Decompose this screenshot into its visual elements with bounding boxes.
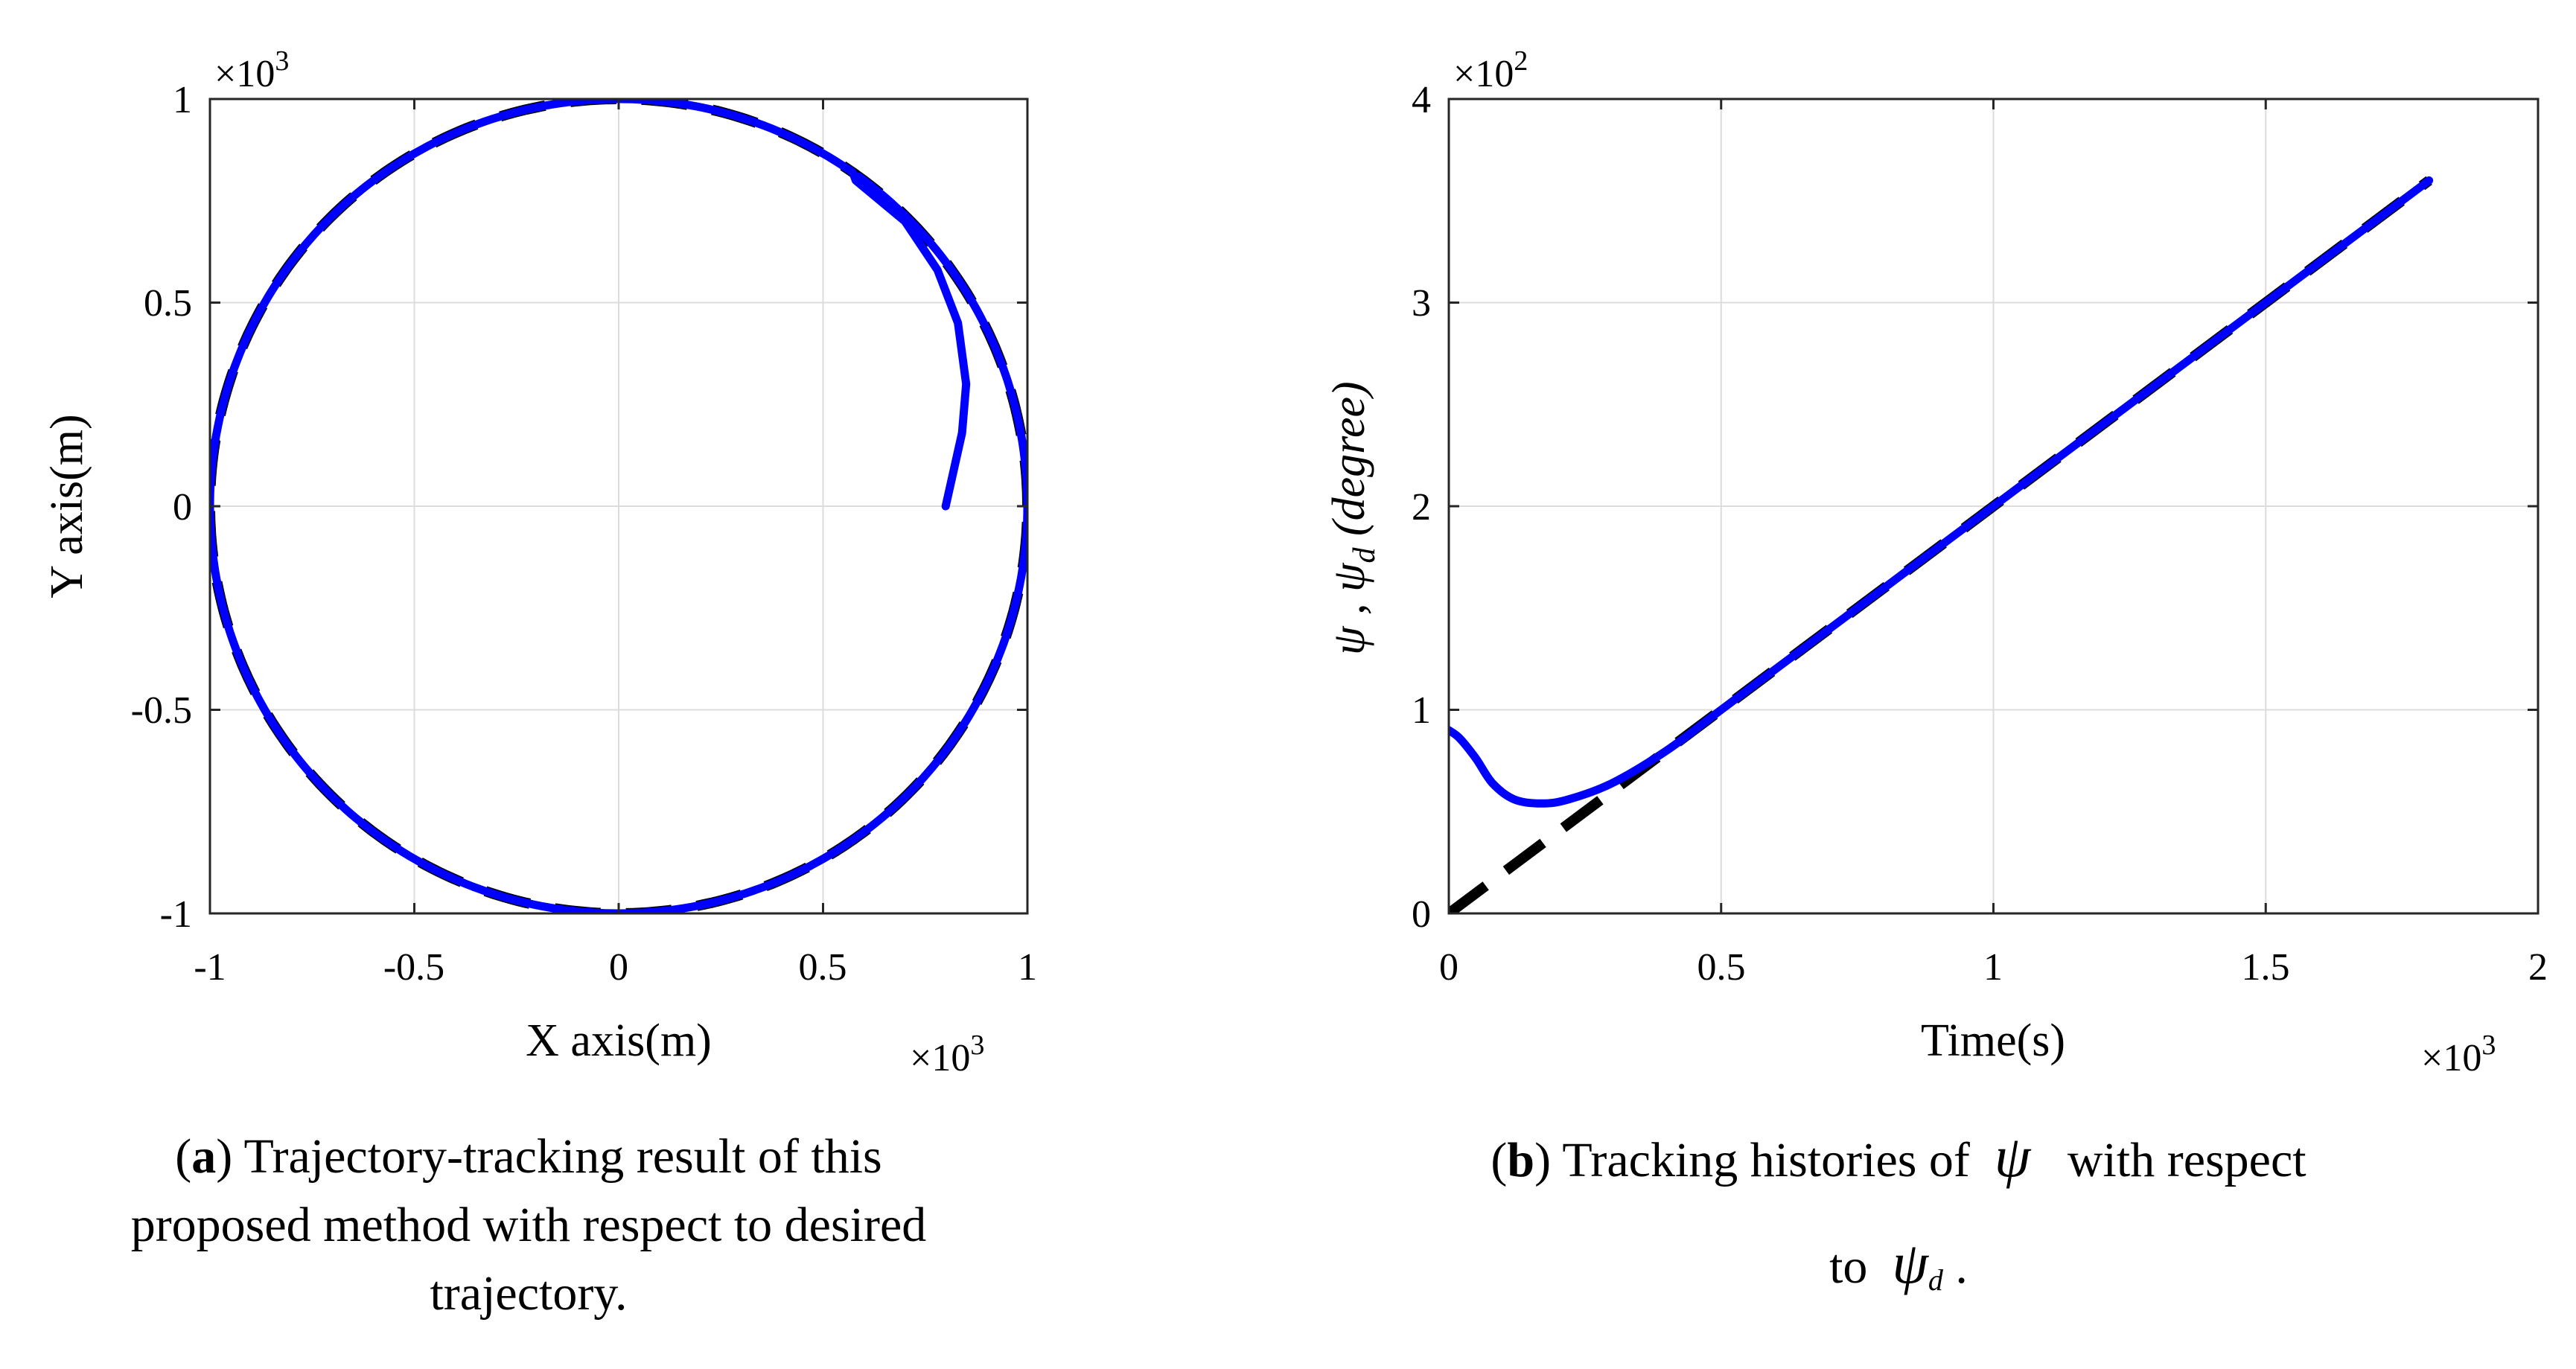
x-tick-label: 0.5 <box>799 946 847 989</box>
x-axis-label: X axis(m) <box>526 1015 712 1066</box>
x-tick-labels: -1 -0.5 0 0.5 1 <box>194 946 1037 989</box>
y-tick-label: 1 <box>173 79 192 121</box>
y-tick-label: 0.5 <box>144 282 192 325</box>
y-tick-labels: 0 1 2 3 4 <box>1412 79 1431 936</box>
x-tick-label: 1 <box>1983 946 2003 989</box>
trajectory-chart: -1 -0.5 0 0.5 1 -1 -0.5 0 0.5 1 ×103 ×10… <box>42 45 1037 1079</box>
axis-ticks <box>208 98 1029 915</box>
actual-heading-line <box>1449 176 2434 808</box>
caption-b-label: b <box>1507 1133 1535 1187</box>
x-tick-label: 0 <box>609 946 628 989</box>
caption-a: (a) Trajectory-tracking result of this p… <box>15 1123 1042 1328</box>
y-tick-label: 4 <box>1412 79 1431 121</box>
axis-ticks <box>1447 98 2540 915</box>
y-tick-label: -0.5 <box>131 689 192 732</box>
caption-b-line2: to ψd . <box>1829 1231 1968 1297</box>
y-multiplier: ×102 <box>1453 45 1528 95</box>
y-tick-label: 0 <box>1412 893 1431 936</box>
x-tick-label: 2 <box>2528 946 2548 989</box>
x-tick-label: 1.5 <box>2242 946 2290 989</box>
caption-a-line3: trajectory. <box>430 1266 628 1321</box>
y-axis-label: Y axis(m) <box>42 414 92 598</box>
x-tick-labels: 0 0.5 1 1.5 2 <box>1439 946 2548 989</box>
y-tick-label: 1 <box>1412 689 1431 732</box>
y-tick-label: 2 <box>1412 486 1431 529</box>
y-tick-label: 3 <box>1412 282 1431 325</box>
y-multiplier: ×103 <box>214 45 289 95</box>
caption-b-line1: (b) Tracking histories of ψ with respect <box>1491 1124 2306 1189</box>
y-tick-label: 0 <box>173 486 192 529</box>
x-tick-label: 1 <box>1018 946 1037 989</box>
x-tick-label: -0.5 <box>383 946 444 989</box>
heading-chart: 0 0.5 1 1.5 2 0 1 2 3 4 ×102 ×103 Time(s… <box>1324 45 2548 1079</box>
caption-b-psi-d: ψ <box>1892 1231 1928 1295</box>
x-multiplier: ×103 <box>2421 1030 2496 1079</box>
x-tick-label: 0.5 <box>1697 946 1746 989</box>
x-tick-label: -1 <box>194 946 226 989</box>
actual-trajectory-line <box>210 99 1027 913</box>
x-tick-label: 0 <box>1439 946 1458 989</box>
caption-b: (b) Tracking histories of ψ with respect… <box>1362 1123 2435 1315</box>
caption-a-label: a <box>191 1129 217 1184</box>
caption-b-psi: ψ <box>1994 1124 2031 1189</box>
caption-a-line2: proposed method with respect to desired <box>130 1198 927 1252</box>
caption-a-line1: (a) Trajectory-tracking result of this <box>175 1129 882 1184</box>
x-axis-label: Time(s) <box>1921 1015 2065 1066</box>
y-tick-labels: -1 -0.5 0 0.5 1 <box>131 79 192 936</box>
x-multiplier: ×103 <box>910 1030 984 1079</box>
y-tick-label: -1 <box>160 893 192 936</box>
y-axis-label: ψ , ψd (degree) <box>1324 381 1382 655</box>
